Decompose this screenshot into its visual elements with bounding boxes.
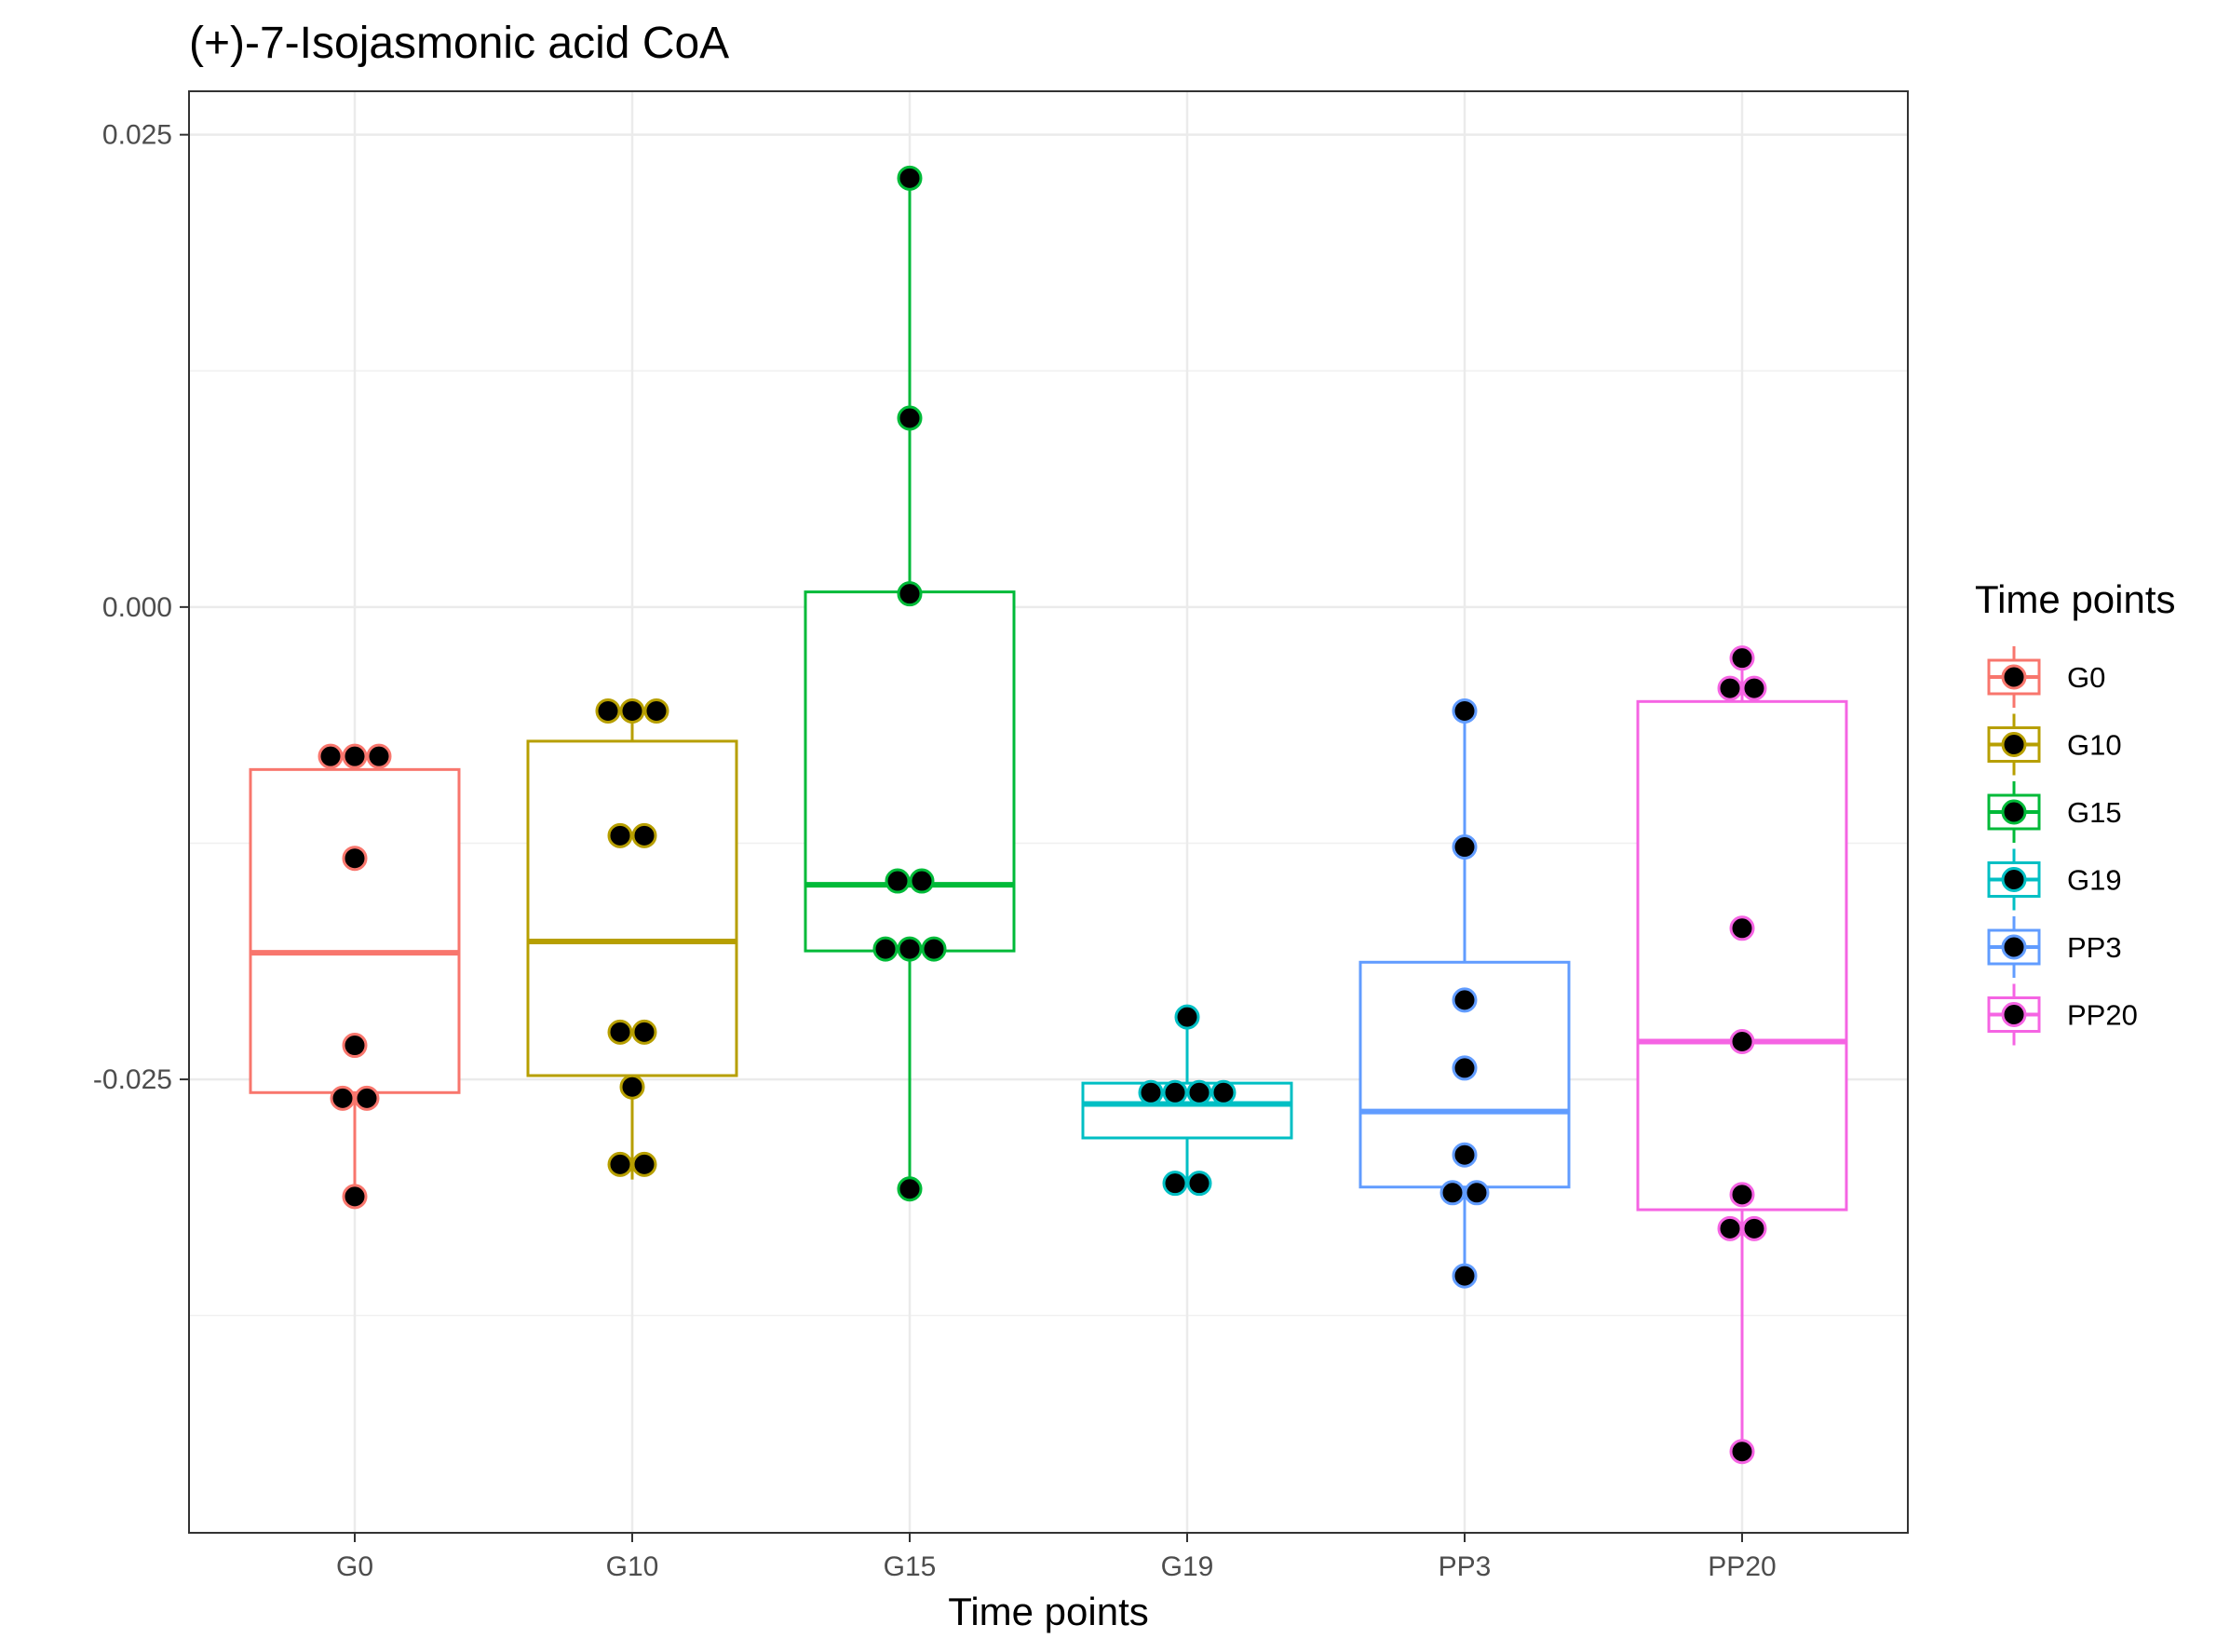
data-point — [631, 822, 657, 848]
data-point — [897, 405, 923, 431]
legend-item-g0: G0 — [1987, 646, 2105, 708]
legend-label: G15 — [2067, 796, 2122, 829]
data-point — [1210, 1079, 1237, 1105]
data-point — [607, 1151, 633, 1177]
data-point — [1729, 1029, 1755, 1055]
legend: Time points G0 G10 G15 G19 PP3 PP20 — [1975, 577, 2176, 1046]
legend-items: G0 G10 G15 G19 PP3 PP20 — [1987, 646, 2138, 1046]
legend-item-pp20: PP20 — [1987, 983, 2138, 1046]
x-tick-label: PP3 — [1439, 1551, 1492, 1582]
legend-key-point — [2001, 732, 2027, 757]
data-point — [921, 936, 947, 962]
data-point — [342, 1033, 368, 1059]
data-point — [342, 1184, 368, 1210]
data-point — [897, 936, 923, 962]
data-point — [318, 743, 344, 769]
x-tick-label: G0 — [336, 1551, 373, 1582]
data-point — [885, 868, 911, 894]
box — [804, 590, 1016, 953]
legend-title: Time points — [1975, 577, 2176, 621]
x-tick-label: G19 — [1161, 1551, 1214, 1582]
data-point — [1717, 1215, 1743, 1241]
data-point — [1729, 915, 1755, 941]
legend-label: PP3 — [2067, 931, 2122, 964]
data-point — [897, 1176, 923, 1202]
data-point — [1452, 987, 1478, 1013]
data-point — [607, 822, 633, 848]
legend-item-g19: G19 — [1987, 848, 2122, 911]
data-point — [1174, 1004, 1200, 1030]
data-point — [354, 1085, 380, 1111]
box — [526, 739, 738, 1077]
data-point — [342, 846, 368, 872]
data-point — [1186, 1079, 1212, 1105]
data-point — [631, 1151, 657, 1177]
data-point — [897, 165, 923, 191]
data-point — [1464, 1180, 1490, 1206]
legend-key-point — [2001, 799, 2027, 825]
data-point — [909, 868, 935, 894]
legend-key-point — [2001, 664, 2027, 690]
legend-label: G0 — [2067, 661, 2105, 694]
data-point — [366, 743, 392, 769]
boxplot-pp20 — [1636, 657, 1848, 1452]
legend-key-point — [2001, 1002, 2027, 1027]
data-point — [1162, 1171, 1188, 1197]
data-point — [1162, 1079, 1188, 1105]
y-tick-label: 0.000 — [102, 592, 172, 623]
legend-key-point — [2001, 867, 2027, 892]
data-point — [1452, 1263, 1478, 1289]
boxplots — [249, 178, 1848, 1452]
legend-item-pp3: PP3 — [1987, 916, 2122, 978]
x-tick-label: G15 — [884, 1551, 937, 1582]
data-point — [1729, 1439, 1755, 1465]
legend-key-point — [2001, 934, 2027, 960]
data-point — [330, 1085, 356, 1111]
data-point — [619, 1074, 645, 1100]
data-point — [1741, 675, 1767, 701]
plot-panel-border — [188, 90, 1909, 1534]
data-point — [1452, 1142, 1478, 1168]
box — [1636, 699, 1848, 1212]
data-point — [342, 743, 368, 769]
x-axis-title: Time points — [948, 1590, 1149, 1633]
legend-item-g15: G15 — [1987, 781, 2122, 843]
data-point — [1729, 645, 1755, 671]
data-point — [631, 1019, 657, 1045]
data-point — [1138, 1079, 1164, 1105]
x-tick-label: G10 — [606, 1551, 659, 1582]
data-point — [1717, 675, 1743, 701]
boxplot-g15 — [804, 178, 1016, 1189]
data-point — [1452, 834, 1478, 860]
data-point — [643, 697, 669, 724]
legend-label: G19 — [2067, 864, 2122, 897]
data-point — [607, 1019, 633, 1045]
legend-label: G10 — [2067, 729, 2122, 762]
legend-label: PP20 — [2067, 999, 2138, 1032]
legend-item-g10: G10 — [1987, 713, 2122, 776]
x-tick-label: PP20 — [1708, 1551, 1776, 1582]
data-point — [1741, 1215, 1767, 1241]
data-point — [897, 581, 923, 607]
data-point — [619, 697, 645, 724]
data-point — [1439, 1180, 1466, 1206]
data-point — [595, 697, 621, 724]
data-point — [1186, 1171, 1212, 1197]
data-point — [1452, 1055, 1478, 1081]
data-point — [1729, 1182, 1755, 1208]
axes: 0.025 0.000 -0.025 G0 G10 G15 G19 PP3 PP20 — [93, 120, 1777, 1582]
data-point — [1452, 697, 1478, 724]
boxplot-g10 — [526, 711, 738, 1180]
data-point — [872, 936, 899, 962]
data-points — [318, 165, 1767, 1465]
chart-title: (+)-7-Isojasmonic acid CoA — [189, 19, 729, 68]
y-tick-label: 0.025 — [102, 120, 172, 151]
y-tick-label: -0.025 — [93, 1064, 172, 1095]
